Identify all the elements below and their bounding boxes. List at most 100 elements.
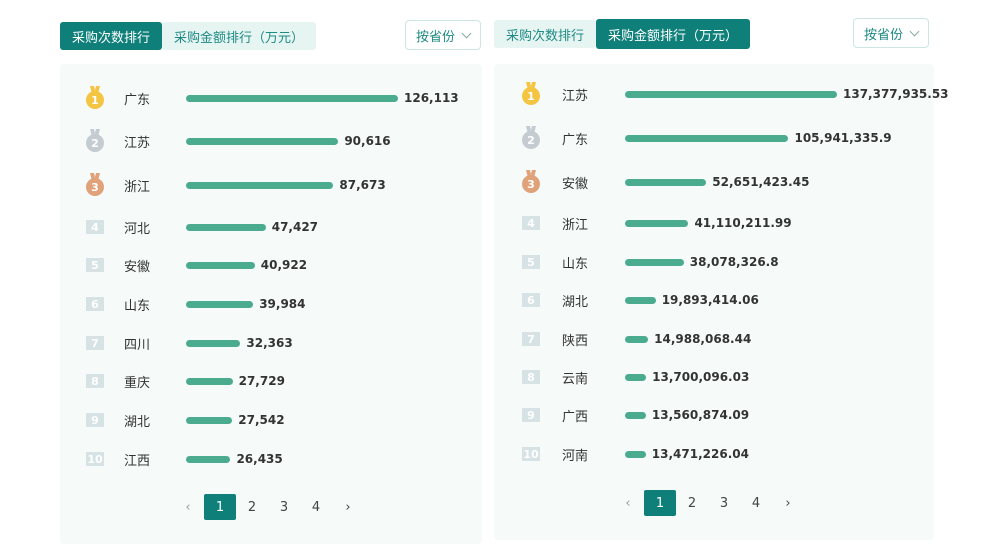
province-name: 江西: [124, 453, 151, 469]
value-bar: [186, 182, 334, 189]
rank-number: 10: [86, 452, 104, 466]
left-ranking-card: 1 广东 126,113 2 江苏 90,616 3 浙江 87,673 4 河北 47,427 5 安徽…: [60, 64, 482, 544]
page-button[interactable]: 1: [204, 494, 236, 520]
tab-purchase-count[interactable]: 采购次数排行: [60, 22, 163, 50]
prev-page-icon[interactable]: ‹: [185, 499, 191, 515]
bronze-medal-icon: 3: [520, 170, 542, 193]
chevron-down-icon: [909, 26, 920, 36]
value-bar: [625, 259, 684, 266]
tab-purchase-amount[interactable]: 采购金额排行（万元）: [162, 22, 317, 50]
value-bar: [186, 262, 255, 269]
ranking-row: 8 重庆: [84, 371, 186, 391]
value-label: 26,435: [236, 452, 283, 466]
value-bar: [186, 301, 254, 308]
value-label: 126,113: [404, 91, 459, 105]
left-tab-group: 采购次数排行 采购金额排行（万元）: [60, 20, 317, 52]
province-name: 山东: [124, 298, 151, 314]
province-name: 四川: [124, 337, 151, 353]
right-pagination: ‹ 1 2 3 4 ›: [612, 490, 804, 516]
page-button[interactable]: 3: [719, 495, 729, 511]
rank-number: 2: [522, 131, 540, 149]
rank-badge: 5: [84, 255, 106, 275]
value-bar: [186, 417, 233, 424]
value-label: 27,542: [238, 413, 285, 427]
value-bar: [186, 456, 231, 463]
rank-number: 4: [522, 216, 540, 230]
ranking-row: 4 河北: [84, 217, 186, 237]
page-button[interactable]: 4: [311, 499, 321, 515]
value-bar: [625, 297, 656, 304]
value-label: 137,377,935.53: [843, 87, 949, 101]
right-province-select[interactable]: 按省份: [853, 18, 930, 48]
rank-badge: 4: [84, 217, 106, 237]
ranking-row: 2 广东: [520, 126, 625, 149]
rank-number: 6: [86, 297, 104, 311]
ranking-row: 1 广东: [84, 86, 186, 109]
chevron-down-icon: [461, 28, 472, 38]
value-bar: [186, 340, 241, 347]
rank-number: 3: [522, 175, 540, 193]
province-name: 重庆: [124, 375, 151, 391]
value-label: 27,729: [238, 374, 285, 388]
value-label: 105,941,335.9: [794, 131, 892, 145]
rank-number: 1: [522, 87, 540, 105]
value-label: 19,893,414.06: [661, 293, 759, 307]
tab-purchase-amount[interactable]: 采购金额排行（万元）: [596, 19, 751, 49]
tab-purchase-count[interactable]: 采购次数排行: [494, 20, 597, 48]
bronze-medal-icon: 3: [84, 173, 106, 196]
province-name: 江苏: [124, 135, 151, 151]
ranking-row: 9 广西: [520, 405, 625, 425]
ranking-row: 4 浙江: [520, 213, 625, 233]
ranking-row: 6 山东: [84, 294, 186, 314]
rank-badge: 9: [84, 410, 106, 430]
province-name: 浙江: [562, 217, 589, 233]
province-name: 安徽: [562, 176, 589, 192]
value-label: 39,984: [259, 297, 306, 311]
province-name: 湖北: [124, 414, 151, 430]
rank-number: 2: [86, 134, 104, 152]
page-button[interactable]: 1: [644, 490, 676, 516]
value-label: 32,363: [246, 336, 293, 350]
value-bar: [186, 378, 233, 385]
rank-number: 8: [522, 370, 540, 384]
next-page-icon[interactable]: ›: [345, 499, 351, 515]
select-label: 按省份: [864, 27, 904, 43]
province-name: 河南: [562, 448, 589, 464]
province-name: 河北: [124, 221, 151, 237]
province-name: 广东: [124, 92, 151, 108]
right-tab-group: 采购次数排行 采购金额排行（万元）: [494, 18, 751, 50]
value-label: 40,922: [260, 258, 308, 272]
value-bar: [625, 135, 789, 142]
right-ranking-card: 1 江苏 137,377,935.53 2 广东 105,941,335.9 3 安徽 52,6…: [494, 64, 949, 540]
rank-number: 6: [522, 293, 540, 307]
page-button[interactable]: 3: [279, 499, 289, 515]
value-label: 90,616: [344, 134, 391, 148]
rank-number: 3: [86, 178, 104, 196]
value-bar: [625, 412, 646, 419]
province-name: 广西: [562, 409, 589, 425]
ranking-row: 6 湖北: [520, 290, 625, 310]
rank-number: 5: [86, 258, 104, 272]
prev-page-icon[interactable]: ‹: [625, 495, 631, 511]
ranking-row: 5 山东: [520, 252, 625, 272]
page-button[interactable]: 2: [247, 499, 257, 515]
select-label: 按省份: [416, 29, 456, 45]
value-bar: [625, 451, 646, 458]
value-label: 13,560,874.09: [651, 408, 750, 422]
ranking-row: 8 云南: [520, 367, 625, 387]
page-button[interactable]: 4: [751, 495, 761, 511]
rank-badge: 8: [84, 371, 106, 391]
value-label: 87,673: [339, 178, 386, 192]
rank-badge: 7: [84, 333, 106, 353]
value-label: 38,078,326.8: [689, 255, 779, 269]
province-name: 安徽: [124, 259, 151, 275]
ranking-row: 3 浙江: [84, 173, 186, 196]
value-label: 41,110,211.99: [694, 216, 792, 230]
next-page-icon[interactable]: ›: [785, 495, 791, 511]
left-province-select[interactable]: 按省份: [405, 20, 482, 50]
ranking-row: 2 江苏: [84, 129, 186, 152]
province-name: 浙江: [124, 179, 151, 195]
value-bar: [186, 95, 398, 102]
value-label: 47,427: [271, 220, 319, 234]
page-button[interactable]: 2: [687, 495, 697, 511]
